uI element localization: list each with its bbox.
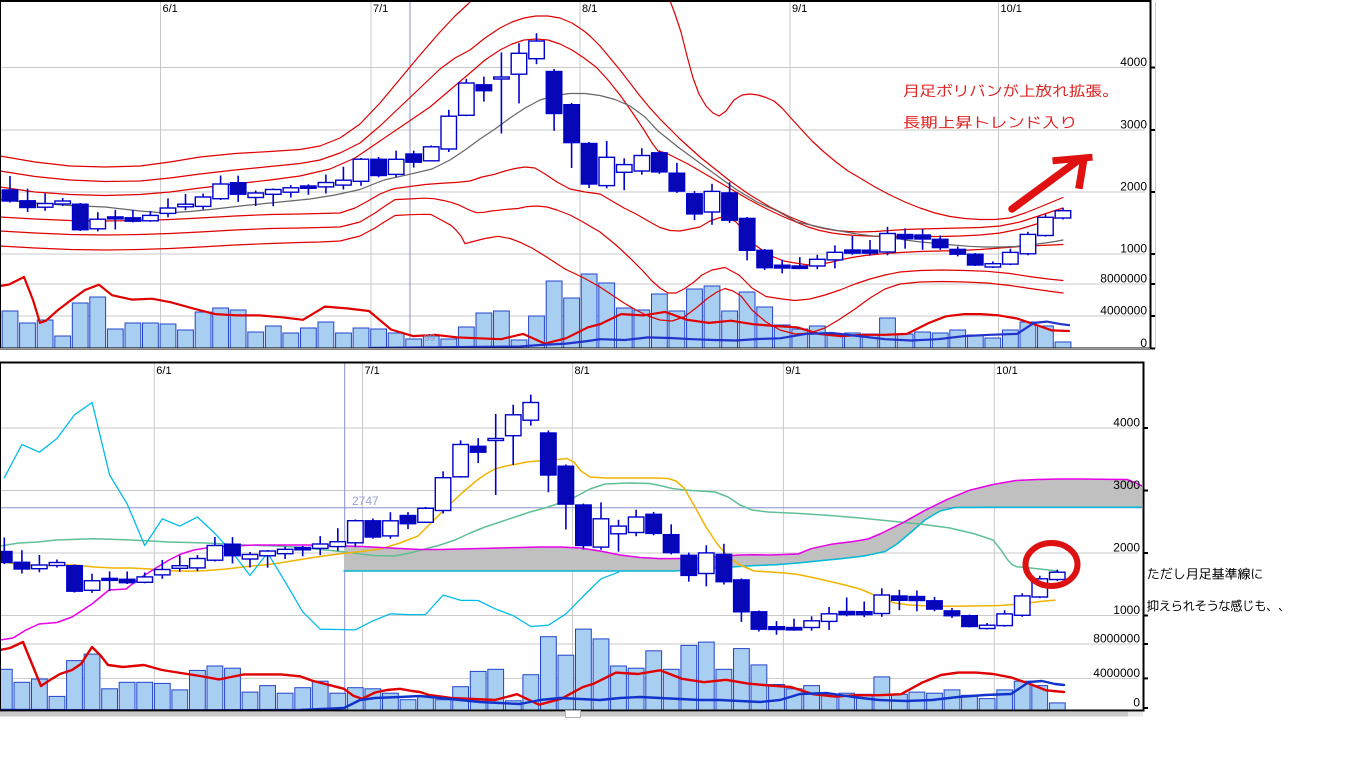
- svg-text:9/1: 9/1: [785, 365, 800, 377]
- svg-text:2747: 2747: [352, 494, 379, 508]
- svg-text:8/1: 8/1: [582, 3, 597, 15]
- svg-text:1000: 1000: [1120, 242, 1147, 256]
- svg-text:1000: 1000: [1113, 603, 1140, 617]
- svg-text:8/1: 8/1: [575, 365, 590, 377]
- svg-text:4000000: 4000000: [1093, 666, 1140, 680]
- svg-text:0: 0: [1133, 696, 1140, 710]
- svg-text:8000000: 8000000: [1093, 632, 1140, 646]
- svg-text:99: 99: [424, 333, 436, 344]
- svg-text:6/1: 6/1: [156, 365, 171, 377]
- svg-text:7/1: 7/1: [373, 3, 388, 15]
- svg-text:7/1: 7/1: [365, 365, 380, 377]
- svg-text:0: 0: [1140, 336, 1147, 350]
- svg-text:4000: 4000: [1120, 55, 1147, 69]
- svg-text:3000: 3000: [1113, 478, 1140, 492]
- svg-text:10/1: 10/1: [1001, 3, 1022, 15]
- svg-text:10/1: 10/1: [996, 365, 1017, 377]
- svg-text:3000: 3000: [1120, 118, 1147, 132]
- svg-text:2000: 2000: [1120, 180, 1147, 194]
- svg-text:2000: 2000: [1113, 541, 1140, 555]
- svg-text:4000: 4000: [1113, 416, 1140, 430]
- svg-text:4000000: 4000000: [1100, 304, 1147, 318]
- svg-text:8000000: 8000000: [1100, 272, 1147, 286]
- svg-text:9/1: 9/1: [792, 3, 807, 15]
- svg-text:6/1: 6/1: [163, 3, 178, 15]
